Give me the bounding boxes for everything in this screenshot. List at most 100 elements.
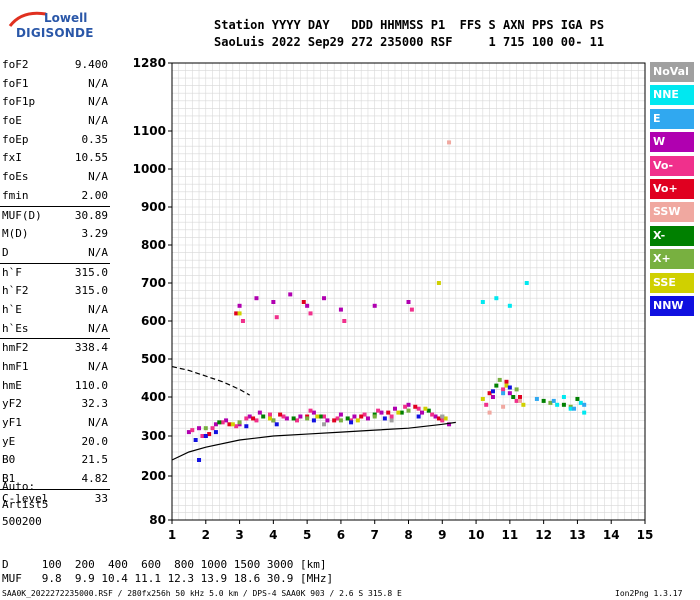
data-point [399, 410, 404, 415]
data-point [254, 418, 259, 423]
data-point [578, 400, 583, 405]
logo-line1: Lowell [44, 11, 88, 25]
param-key: fmin [2, 188, 29, 202]
param-row: hmF2 338.4 [0, 339, 110, 358]
data-point [511, 395, 516, 399]
data-point [480, 300, 485, 304]
data-point [541, 398, 546, 403]
y-tick-label: 1100 [133, 124, 166, 138]
data-point [413, 404, 418, 409]
data-point [311, 410, 316, 415]
param-row: foF2 9.400 [0, 56, 110, 75]
digisonde-logo: Lowell DIGISONDE [6, 6, 93, 40]
data-point [392, 406, 397, 411]
data-point [247, 414, 252, 419]
data-point [487, 391, 492, 396]
param-key: h`Es [2, 321, 29, 335]
data-point [311, 418, 316, 423]
param-row: B1 4.82 [0, 470, 110, 489]
header-line2: SaoLuis 2022 Sep29 272 235000 RSF 1 715 … [214, 35, 605, 49]
param-key: C-level [2, 491, 49, 505]
param-value: 3.29 [81, 227, 109, 241]
data-point [203, 426, 208, 431]
data-point [572, 406, 577, 411]
y-tick-label: 200 [141, 469, 166, 483]
data-point [396, 410, 401, 415]
data-point [322, 296, 327, 301]
param-value: 21.5 [81, 453, 109, 467]
param-key: h`E [2, 302, 22, 316]
data-point [305, 416, 310, 421]
y-tick-label: 600 [141, 314, 166, 328]
param-row: fxI 10.55 [0, 149, 110, 168]
trace-curve-dashed [171, 366, 251, 396]
data-point [582, 410, 587, 415]
legend-item: X+ [650, 249, 694, 270]
auto-artist: Artist5 [2, 498, 49, 511]
param-key: foEp [2, 132, 29, 146]
param-separator [0, 262, 110, 264]
legend-item: NNW [650, 295, 694, 316]
data-point [220, 420, 225, 425]
data-point [359, 414, 364, 419]
data-point [193, 438, 198, 442]
param-key: hmF2 [2, 341, 29, 355]
data-point [281, 414, 286, 419]
data-point [507, 303, 512, 308]
param-value: N/A [88, 170, 108, 184]
data-point [257, 410, 262, 415]
data-point [267, 416, 272, 421]
data-point [322, 422, 327, 427]
data-point [237, 311, 242, 316]
x-tick-label: 10 [468, 528, 485, 542]
data-point [436, 416, 441, 421]
data-point [406, 408, 411, 413]
data-point [582, 402, 587, 407]
x-tick-label: 1 [168, 528, 176, 542]
param-value: N/A [88, 416, 108, 430]
data-point [190, 428, 195, 433]
param-key: yE [2, 434, 16, 448]
data-point [352, 414, 357, 419]
data-point [561, 402, 566, 407]
x-tick-label: 15 [637, 528, 654, 542]
footer-file-line: SAA0K_2022272235000.RSF / 280fx256h 50 k… [2, 589, 402, 598]
data-point [379, 410, 384, 415]
data-point [490, 395, 495, 399]
legend-item: SSW [650, 202, 694, 223]
y-tick-label: 700 [141, 276, 166, 290]
data-point [298, 414, 303, 419]
data-point [514, 398, 519, 403]
header-line1: Station YYYY DAY DDD HHMMSS P1 FFS S AXN… [214, 18, 605, 32]
param-key: yF2 [2, 397, 22, 411]
data-point [322, 414, 327, 419]
param-key: hmF1 [2, 360, 29, 373]
data-point [267, 412, 272, 417]
data-point [362, 412, 367, 417]
param-row: C-level 33 [0, 490, 110, 509]
param-key: B1 [2, 472, 16, 486]
data-point [555, 402, 560, 407]
legend: NoVal NNE E W Vo- Vo+ SSW X- X+ SSE NNW [650, 62, 694, 319]
data-point [295, 418, 300, 423]
data-point [288, 292, 293, 297]
param-row: foEs N/A [0, 168, 110, 187]
data-point [436, 281, 441, 285]
data-point [389, 418, 394, 423]
y-tick-label: 900 [141, 200, 166, 214]
data-point [254, 296, 259, 301]
data-point [423, 406, 428, 411]
x-tick-label: 2 [202, 528, 210, 542]
data-point [501, 387, 506, 392]
y-tick-label: 400 [141, 390, 166, 404]
auto-code: 500200 [2, 515, 42, 528]
auto-label: Auto: [2, 480, 36, 493]
x-tick-label: 7 [371, 528, 379, 542]
param-value: 32.3 [81, 397, 109, 411]
data-point [274, 422, 279, 427]
data-point [494, 383, 499, 388]
data-point [504, 379, 509, 384]
data-point [213, 422, 218, 427]
legend-item: NoVal [650, 62, 694, 82]
trace-curve-solid [171, 421, 456, 461]
